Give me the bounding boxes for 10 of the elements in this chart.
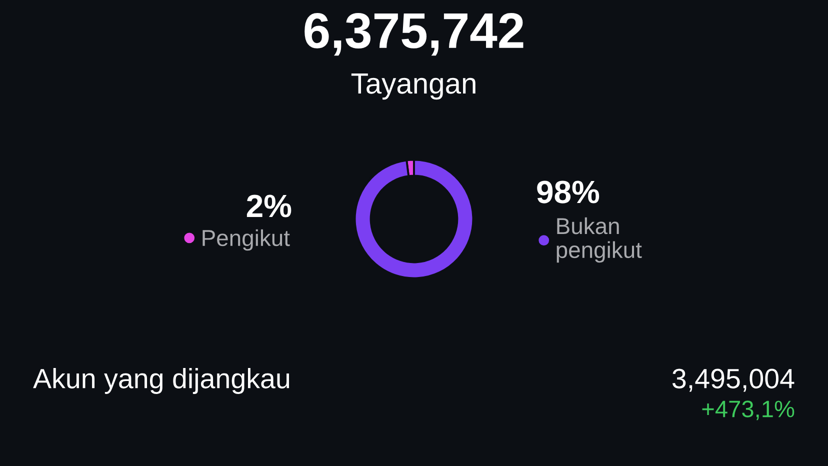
- text: +473,1%: [702, 400, 794, 420]
- text: 3,495,004: [672, 368, 794, 392]
- text: Akun yang dijangkau: [33, 368, 290, 394]
- donut-slice: [354, 158, 474, 280]
- legend-label: Bukan pengikut: [556, 217, 642, 263]
- chart-title: 6,375,742: [304, 13, 524, 56]
- data-label: 98%: [537, 180, 600, 204]
- chart-subtitle: Tayangan: [351, 73, 476, 100]
- data-label: 2%: [246, 194, 292, 218]
- legend-label: Pengikut: [202, 229, 290, 251]
